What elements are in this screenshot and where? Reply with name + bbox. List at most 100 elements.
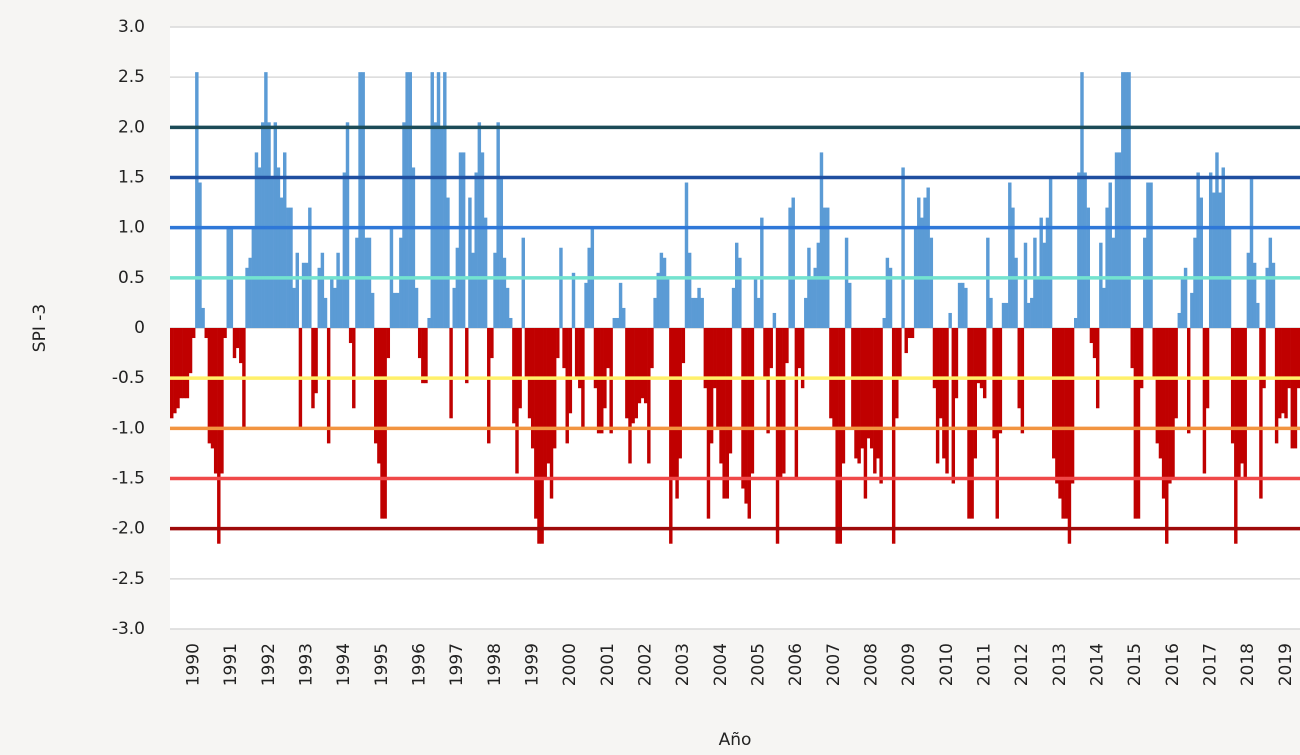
x-tick-label: 2009	[899, 643, 919, 686]
x-tick-label: 1998	[485, 643, 505, 686]
bar	[1064, 328, 1069, 519]
x-tick-label: 1992	[259, 643, 279, 686]
bar	[650, 328, 654, 369]
bar	[276, 167, 281, 328]
bar	[220, 328, 224, 474]
bar	[317, 267, 321, 328]
bar	[1208, 172, 1213, 328]
x-tick-label: 2012	[1012, 643, 1032, 686]
bar	[600, 328, 604, 434]
bar	[207, 328, 212, 444]
y-tick-label: 2.0	[118, 117, 145, 137]
bar	[659, 252, 664, 328]
bar	[1218, 192, 1222, 328]
bar	[1296, 328, 1300, 389]
bar	[860, 328, 864, 449]
bar	[493, 252, 497, 328]
bar	[213, 328, 218, 474]
bar	[443, 72, 447, 329]
bar	[499, 177, 504, 328]
bar	[841, 328, 846, 464]
bar	[882, 317, 886, 328]
bar	[534, 328, 538, 519]
bar	[719, 328, 723, 464]
bar	[1008, 182, 1012, 328]
bar	[1114, 152, 1119, 328]
bar	[888, 267, 893, 328]
bar	[615, 317, 620, 328]
x-tick-label: 2008	[862, 643, 882, 686]
bar	[487, 328, 491, 444]
bar	[662, 257, 667, 328]
bar	[515, 328, 519, 474]
bar	[819, 152, 824, 328]
bar	[232, 328, 237, 359]
bar	[571, 272, 576, 328]
bar	[697, 287, 701, 328]
bar	[1180, 277, 1185, 328]
bar	[775, 328, 780, 544]
bar	[1177, 312, 1182, 328]
bar	[857, 328, 861, 464]
bar	[367, 237, 372, 328]
bar	[735, 242, 739, 328]
bar	[675, 328, 679, 499]
bar	[713, 328, 717, 389]
bar	[1290, 328, 1295, 449]
bar	[760, 217, 764, 328]
bar	[738, 257, 742, 328]
bar	[665, 277, 670, 328]
bar	[1205, 328, 1210, 409]
y-tick-label: -0.5	[112, 368, 145, 388]
x-tick-label: 2007	[824, 643, 844, 686]
bar	[323, 297, 328, 328]
bar	[822, 207, 827, 328]
bar	[201, 307, 205, 328]
bar	[336, 252, 340, 328]
y-tick-label: 2.5	[118, 67, 145, 87]
x-axis-label: Año	[719, 730, 752, 750]
bar	[926, 187, 930, 328]
bar	[1152, 328, 1156, 379]
bar	[480, 152, 485, 328]
bar	[756, 297, 761, 328]
bar	[653, 297, 657, 328]
bar	[622, 307, 626, 328]
bar	[530, 328, 535, 449]
bar	[342, 172, 347, 328]
bar	[810, 277, 814, 328]
bar	[1249, 177, 1254, 328]
bar	[195, 72, 199, 329]
bar	[383, 328, 387, 519]
bar	[782, 328, 786, 474]
y-tick-label: -1.0	[112, 418, 145, 438]
bar	[628, 328, 632, 464]
bar	[1004, 302, 1009, 328]
bar	[910, 328, 915, 339]
x-tick-label: 2010	[937, 643, 957, 686]
bar	[578, 328, 582, 389]
bar	[923, 197, 927, 328]
bar	[1067, 328, 1072, 544]
bar	[1252, 262, 1257, 328]
bar	[1111, 237, 1116, 328]
bar	[358, 72, 362, 329]
bar	[289, 207, 293, 328]
bar	[477, 122, 482, 328]
bar	[509, 317, 513, 328]
bar	[556, 328, 560, 359]
bar	[267, 122, 271, 328]
bar	[204, 328, 208, 339]
bar	[766, 328, 770, 434]
bar	[1099, 242, 1103, 328]
bar	[304, 262, 309, 328]
bar	[603, 328, 607, 409]
bar	[876, 328, 880, 459]
x-tick-label: 2017	[1201, 643, 1221, 686]
bar	[669, 328, 673, 544]
bar	[879, 328, 883, 484]
bar	[640, 328, 645, 399]
bar	[308, 207, 312, 328]
bar	[898, 328, 902, 379]
bar	[490, 328, 494, 359]
